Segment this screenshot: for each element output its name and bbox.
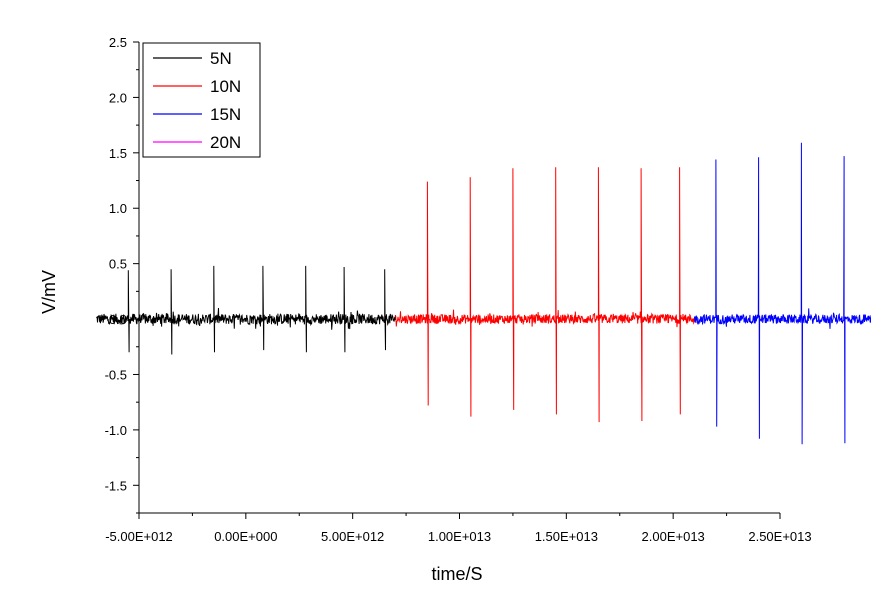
y-tick-label: -0.5 [105,367,127,382]
y-axis-title: V/mV [39,270,59,314]
legend-label-20N: 20N [210,133,241,152]
y-tick-label: -1.0 [105,423,127,438]
legend-label-15N: 15N [210,105,241,124]
x-tick-label: 1.50E+013 [535,529,598,544]
x-tick-label: 2.50E+013 [748,529,811,544]
y-tick-label: 0.0 [109,312,127,327]
x-tick-label: 1.00E+013 [428,529,491,544]
y-tick-label: 2.0 [109,90,127,105]
x-tick-label: 2.00E+013 [642,529,705,544]
y-tick-label: 2.5 [109,35,127,50]
x-axis-title: time/S [431,564,482,584]
legend: 5N 10N 15N 20N [142,42,261,158]
x-tick-label: 0.00E+000 [214,529,277,544]
plot-area [96,142,871,445]
legend-box [142,42,261,158]
y-tick-label: -1.5 [105,478,127,493]
tick-labels: 2.5 2.0 1.5 1.0 0.5 0.0 -0.5 -1.0 -1.5 -5.00E+012… [105,35,812,544]
x-tick-label: -5.00E+012 [105,529,173,544]
y-tick-label: 1.0 [109,201,127,216]
series-line-15N [694,142,871,445]
y-tick-label: 0.5 [109,257,127,272]
axes [133,41,781,519]
series-line-10N [394,167,695,423]
y-tick-label: 1.5 [109,146,127,161]
legend-label-10N: 10N [210,77,241,96]
x-tick-label: 5.00E+012 [321,529,384,544]
legend-label-5N: 5N [210,49,232,68]
series-line-5N [96,265,396,355]
